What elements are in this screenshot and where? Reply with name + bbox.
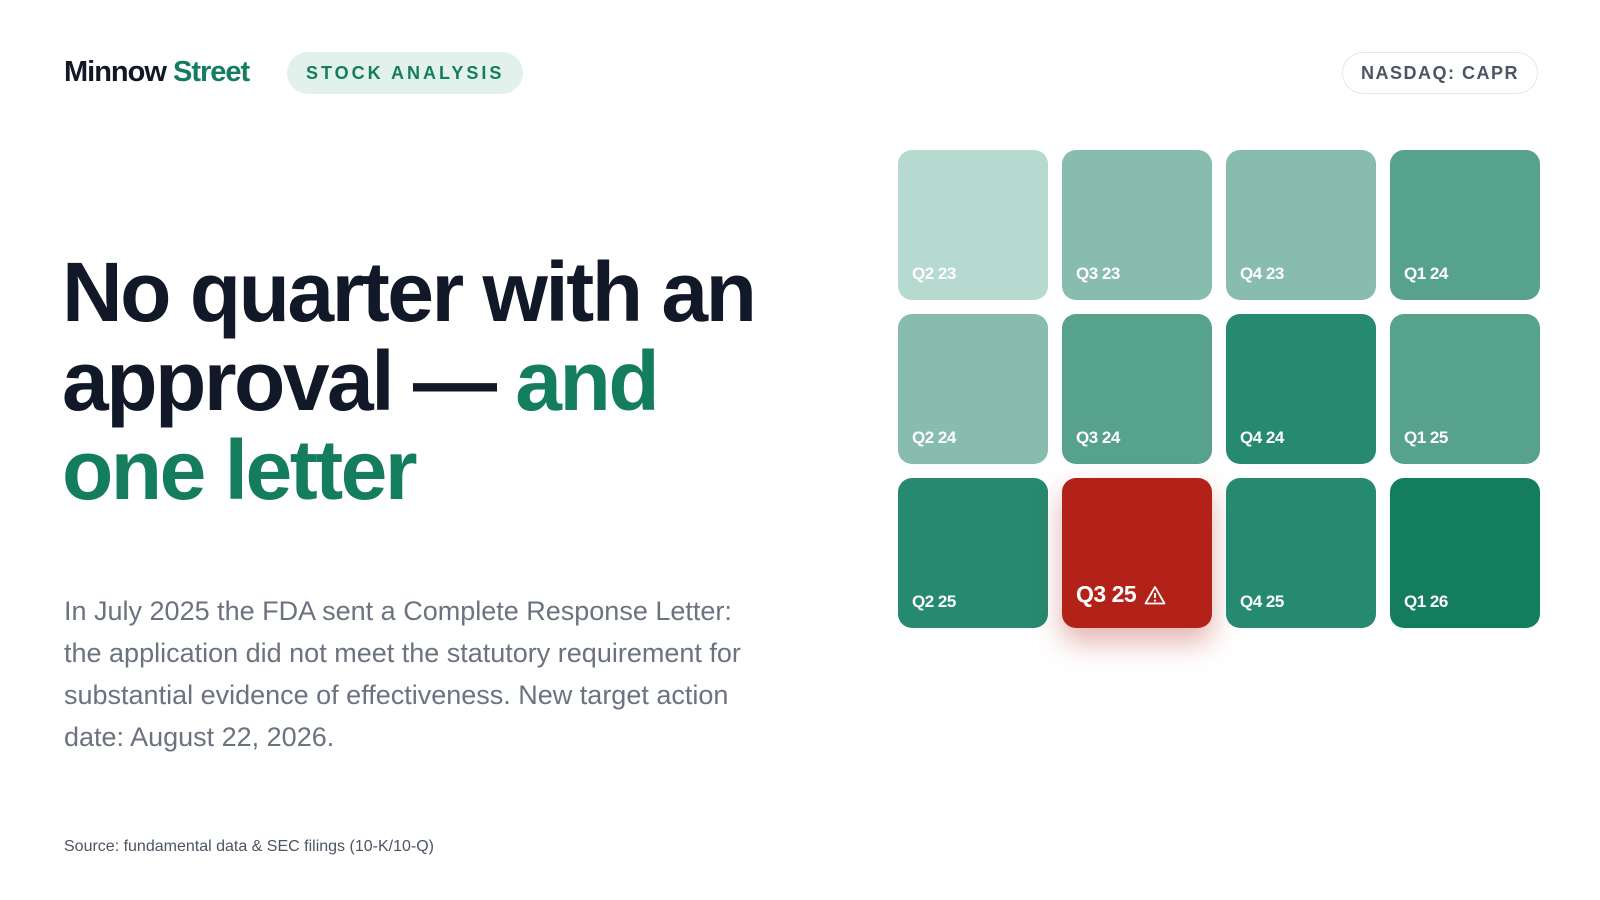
tile-label-text: Q1 26 [1404, 592, 1448, 611]
tile-label: Q1 24 [1404, 264, 1448, 284]
headline-accent: and one letter [62, 334, 660, 517]
quarter-tile: Q1 24 [1390, 150, 1540, 300]
tile-label: Q2 25 [912, 592, 956, 612]
brand-first: Minnow [64, 56, 167, 88]
headline-dark: No quarter with an approval — [62, 245, 757, 428]
tile-label: Q4 24 [1240, 428, 1284, 448]
ticker-badge: NASDAQ: CAPR [1341, 52, 1538, 94]
tile-label-text: Q3 24 [1076, 428, 1120, 447]
tile-label-text: Q1 25 [1404, 428, 1448, 447]
tile-label-text: Q4 25 [1240, 592, 1284, 611]
tile-label: Q3 25 [1076, 581, 1166, 608]
quarter-tile: Q3 25 [1062, 478, 1212, 628]
quarter-tile: Q1 25 [1390, 314, 1540, 464]
tile-label-text: Q4 23 [1240, 264, 1284, 283]
quarter-grid: Q2 23 Q3 23 Q4 23 Q1 24 Q2 24 Q3 24 Q4 24 Q1 25… [898, 150, 1540, 628]
tile-label-text: Q3 25 [1076, 581, 1137, 607]
tile-label-text: Q2 23 [912, 264, 956, 283]
quarter-tile: Q2 23 [898, 150, 1048, 300]
tile-label: Q1 26 [1404, 592, 1448, 612]
body-text: In July 2025 the FDA sent a Complete Res… [64, 596, 741, 752]
quarter-tile: Q2 25 [898, 478, 1048, 628]
tile-label-text: Q3 23 [1076, 264, 1120, 283]
tile-label: Q1 25 [1404, 428, 1448, 448]
quarter-tile: Q4 23 [1226, 150, 1376, 300]
tile-label-text: Q2 25 [912, 592, 956, 611]
brand-second: Street [172, 56, 250, 88]
tile-label-text: Q4 24 [1240, 428, 1284, 447]
source-note: Source: fundamental data & SEC filings (… [64, 838, 434, 855]
quarter-tile: Q3 23 [1062, 150, 1212, 300]
tile-label: Q3 24 [1076, 428, 1120, 448]
headline: No quarter with an approval — and one le… [62, 248, 802, 515]
tile-label: Q2 23 [912, 264, 956, 284]
quarter-tile: Q1 26 [1390, 478, 1540, 628]
section-tag: STOCK ANALYSIS [287, 52, 524, 94]
quarter-tile: Q4 25 [1226, 478, 1376, 628]
warning-icon [1144, 585, 1166, 604]
quarter-tile: Q4 24 [1226, 314, 1376, 464]
tile-label-text: Q1 24 [1404, 264, 1448, 283]
quarter-tile: Q3 24 [1062, 314, 1212, 464]
tile-label: Q4 25 [1240, 592, 1284, 612]
tile-label: Q3 23 [1076, 264, 1120, 284]
tile-label-text: Q2 24 [912, 428, 956, 447]
quarter-tile: Q2 24 [898, 314, 1048, 464]
tile-label: Q2 24 [912, 428, 956, 448]
tile-label: Q4 23 [1240, 264, 1284, 284]
brand: Minnow Street [64, 56, 250, 89]
